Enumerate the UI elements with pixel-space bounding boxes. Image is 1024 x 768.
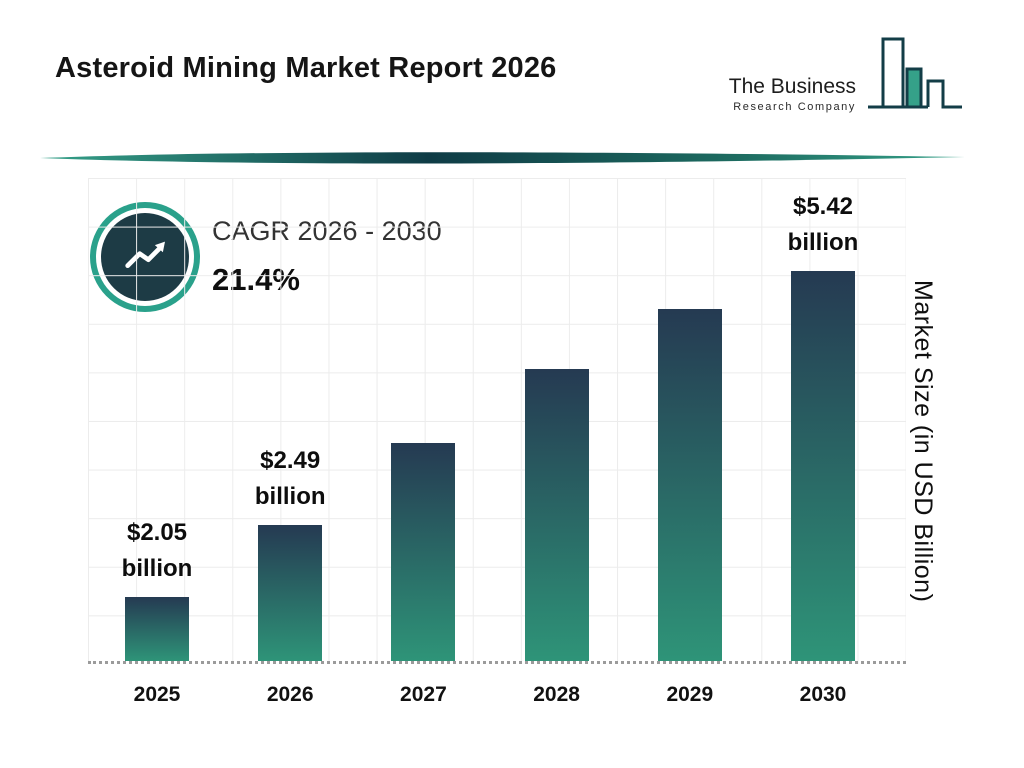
x-axis-label-2028: 2028: [533, 683, 580, 706]
bar-2029: [657, 309, 722, 661]
bar-2026: [258, 525, 323, 661]
bar-value-label-2030: $5.42 billion: [787, 193, 859, 256]
bar-2028: [524, 369, 589, 661]
bar-2030: [791, 271, 855, 661]
bar-value-label-2025: $2.05 billion: [121, 519, 193, 582]
company-logo-text: The Business Research Company: [729, 75, 856, 117]
bar-chart-logo-icon: [866, 36, 966, 117]
company-logo: The Business Research Company: [729, 36, 966, 117]
company-logo-line1: The Business: [728, 75, 856, 98]
x-axis-label-2029: 2029: [666, 683, 714, 706]
y-axis-label: Market Size (in USD Billion): [909, 280, 937, 603]
page-title: Asteroid Mining Market Report 2026: [55, 52, 557, 84]
company-logo-line2: Research Company: [733, 101, 856, 113]
x-axis-label-2026: 2026: [266, 683, 314, 706]
x-axis-label-2027: 2027: [400, 683, 447, 706]
bar-value-label-2026: $2.49 billion: [254, 447, 326, 510]
x-axis-label-2025: 2025: [133, 683, 181, 706]
swoosh-divider: [40, 150, 965, 166]
plot-area: $2.05 billion 2025 $2.49 billion 2026 2027 2028…: [88, 178, 906, 706]
x-axis-label-2030: 2030: [799, 683, 847, 706]
bar-2027: [391, 443, 456, 661]
bar-2025: [125, 597, 189, 661]
